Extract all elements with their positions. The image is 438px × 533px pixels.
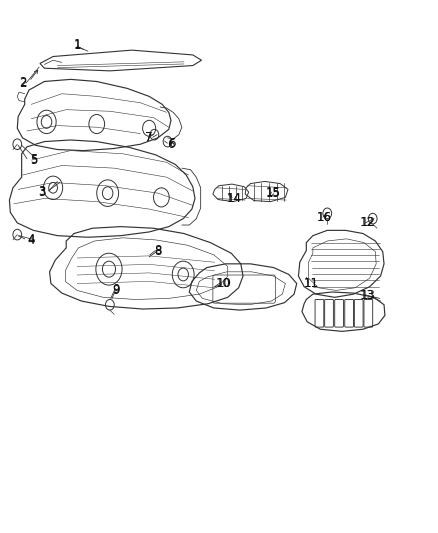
Text: 14: 14 — [227, 192, 242, 205]
Text: 13: 13 — [361, 289, 376, 302]
Text: 8: 8 — [154, 245, 162, 258]
Text: 7: 7 — [145, 131, 153, 144]
Text: 1: 1 — [73, 39, 81, 52]
Text: 11: 11 — [303, 277, 318, 290]
Text: 10: 10 — [216, 277, 231, 290]
Text: 9: 9 — [113, 284, 120, 297]
Text: 7: 7 — [145, 131, 153, 144]
Text: 4: 4 — [28, 233, 35, 246]
Text: 2: 2 — [19, 76, 26, 88]
Text: 1: 1 — [73, 38, 81, 51]
Text: 3: 3 — [39, 184, 46, 198]
Text: 6: 6 — [167, 138, 175, 151]
Text: 6: 6 — [169, 136, 176, 150]
Text: 16: 16 — [317, 211, 332, 223]
Text: 15: 15 — [266, 187, 281, 200]
Text: 13: 13 — [360, 289, 375, 302]
Text: 2: 2 — [19, 77, 26, 90]
Text: 9: 9 — [113, 283, 120, 296]
Text: 4: 4 — [28, 235, 35, 247]
Text: 3: 3 — [39, 185, 46, 199]
Text: 8: 8 — [154, 244, 162, 257]
Text: 5: 5 — [30, 152, 37, 166]
Text: 15: 15 — [266, 185, 281, 199]
Text: 11: 11 — [304, 277, 319, 290]
Text: 10: 10 — [217, 277, 232, 290]
Text: 12: 12 — [361, 216, 376, 229]
Text: 12: 12 — [360, 216, 375, 229]
Text: 14: 14 — [227, 192, 242, 205]
Text: 5: 5 — [30, 154, 37, 167]
Text: 16: 16 — [316, 211, 331, 224]
